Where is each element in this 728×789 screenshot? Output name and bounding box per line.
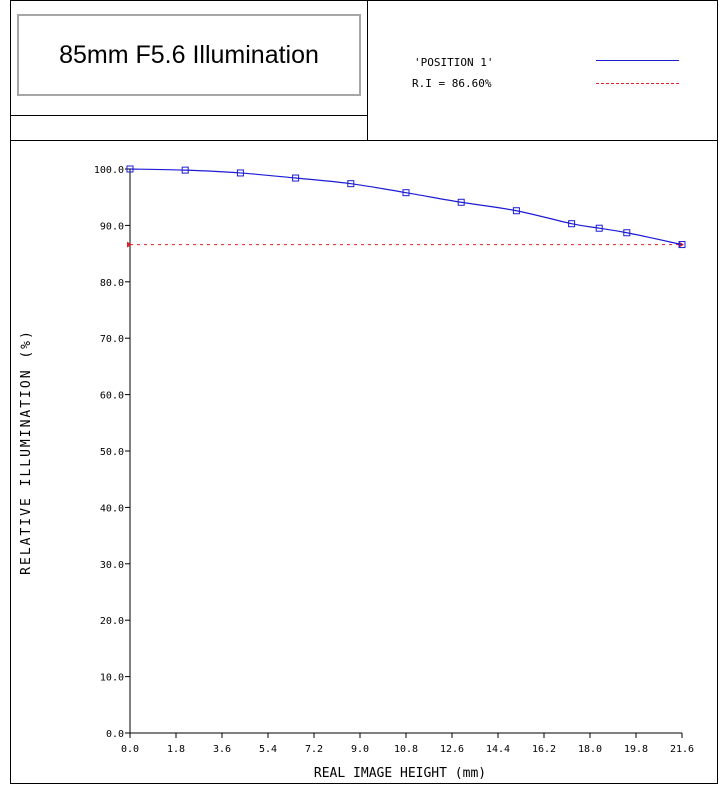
x-tick-label: 21.6 [670,744,694,755]
y-tick-label: 40.0 [100,503,124,514]
x-tick-label: 3.6 [213,744,231,755]
y-tick-label: 70.0 [100,334,124,345]
legend-solid-line [596,60,679,61]
data-point [457,198,465,206]
data-point [595,224,603,232]
data-point [347,180,355,188]
x-tick-label: 9.0 [351,744,369,755]
chart-title: 85mm F5.6 Illumination [59,40,319,69]
y-tick-label: 90.0 [100,221,124,232]
x-tick-label: 1.8 [167,744,185,755]
x-tick-label: 19.8 [624,744,648,755]
legend-dotted-line [596,83,679,84]
y-tick-label: 30.0 [100,560,124,571]
data-point [126,165,134,173]
data-point [678,241,686,249]
header-divider-vertical [367,1,368,141]
data-point [181,166,189,174]
chart-frame: 85mm F5.6 Illumination 'POSITION 1' R.I … [10,0,718,784]
x-axis-title: REAL IMAGE HEIGHT (mm) [314,766,486,781]
y-tick-label: 20.0 [100,616,124,627]
data-point [512,207,520,215]
y-tick-label: 100.0 [94,165,124,176]
y-tick-label: 60.0 [100,391,124,402]
title-box: 85mm F5.6 Illumination [17,14,361,96]
x-tick-label: 10.8 [394,744,418,755]
data-point [568,220,576,228]
y-tick-label: 0.0 [106,729,124,740]
y-tick-label: 10.0 [100,673,124,684]
data-point [236,169,244,177]
y-axis-title: RELATIVE ILLUMINATION (%) [19,329,34,575]
data-point [623,229,631,237]
x-tick-label: 16.2 [532,744,556,755]
data-point [292,174,300,182]
y-tick-label: 50.0 [100,447,124,458]
series-line-position-1 [129,168,683,246]
x-tick-label: 18.0 [578,744,602,755]
data-point [402,189,410,197]
header-divider [11,140,717,141]
legend-ri-label: R.I = 86.60% [412,77,492,90]
x-tick-label: 12.6 [440,744,464,755]
reference-marker [127,241,132,248]
header-divider-left [11,115,368,116]
legend-series-label: 'POSITION 1' [414,56,494,69]
x-tick-label: 14.4 [486,744,510,755]
x-tick-label: 7.2 [305,744,323,755]
x-tick-label: 5.4 [259,744,277,755]
x-tick-label: 0.0 [121,744,139,755]
y-tick-label: 80.0 [100,278,124,289]
